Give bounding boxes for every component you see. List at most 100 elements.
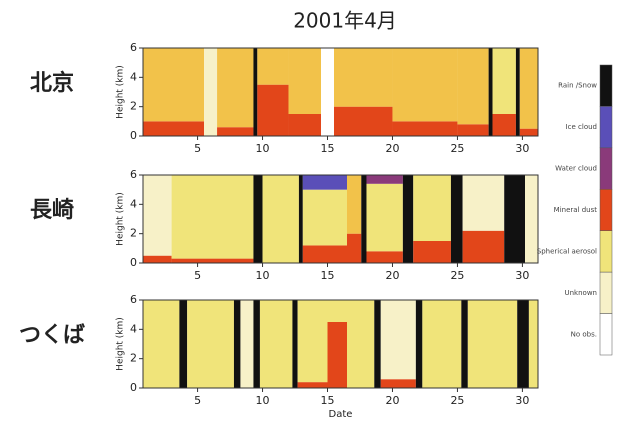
- plot-frame: [142, 47, 539, 137]
- station-label: 長崎: [30, 198, 74, 223]
- x-tick-label: 20: [385, 394, 399, 407]
- x-tick-label: 30: [515, 394, 529, 407]
- class-cell: [257, 48, 289, 85]
- y-tick-label: 6: [130, 293, 137, 306]
- legend-swatch: [599, 230, 613, 273]
- legend-swatch: [599, 189, 613, 231]
- class-cell: [143, 255, 172, 263]
- class-cell: [253, 300, 260, 388]
- class-cell: [298, 175, 303, 263]
- class-cell: [488, 48, 493, 136]
- class-cell: [517, 300, 529, 388]
- y-axis-label: Height (km): [116, 65, 126, 119]
- class-cell: [492, 48, 516, 114]
- legend-label: Ice cloud: [566, 123, 597, 131]
- plot-frame: [142, 174, 539, 264]
- y-axis-label: Height (km): [116, 317, 126, 371]
- class-cell: [297, 300, 328, 383]
- class-cell: [217, 48, 254, 128]
- x-axis-label: Date: [329, 409, 353, 420]
- y-tick-label: 0: [130, 129, 137, 142]
- legend-swatch: [599, 147, 613, 190]
- class-cell: [415, 300, 423, 388]
- class-cell: [413, 241, 451, 263]
- class-cell: [457, 124, 489, 136]
- class-cell: [253, 175, 263, 263]
- class-cell: [361, 175, 367, 263]
- y-tick-label: 4: [130, 197, 137, 210]
- class-cell: [492, 114, 516, 136]
- x-tick-label: 30: [515, 142, 529, 155]
- class-cell: [288, 48, 322, 114]
- class-cell: [233, 300, 241, 388]
- station-label: つくば: [19, 323, 85, 348]
- class-cell: [392, 48, 458, 122]
- class-cell: [334, 106, 393, 136]
- figure-title: 2001年4月: [293, 9, 397, 33]
- legend-label: Mineral dust: [554, 206, 598, 214]
- class-cell: [519, 128, 538, 136]
- class-cell: [467, 300, 518, 388]
- class-cell: [257, 84, 289, 136]
- class-cell: [392, 121, 458, 136]
- class-cell: [374, 300, 381, 388]
- station-label: 北京: [30, 70, 74, 96]
- class-cell: [450, 175, 463, 263]
- class-cell: [457, 48, 489, 125]
- y-tick-label: 6: [130, 168, 137, 181]
- x-tick-label: 15: [321, 394, 335, 407]
- plot-frame: [142, 299, 539, 389]
- class-cell: [327, 300, 347, 322]
- class-cell: [204, 48, 218, 136]
- class-cell: [422, 300, 462, 388]
- class-cell: [253, 48, 258, 136]
- x-tick-label: 25: [450, 394, 464, 407]
- x-tick-label: 15: [321, 142, 335, 155]
- class-cell: [380, 379, 416, 388]
- y-tick-label: 2: [130, 100, 137, 113]
- class-cell: [413, 175, 451, 241]
- legend-label: Unknown: [565, 289, 598, 297]
- x-tick-label: 20: [385, 269, 399, 282]
- class-cell: [292, 300, 298, 388]
- x-tick-label: 25: [450, 142, 464, 155]
- y-tick-label: 0: [130, 381, 137, 394]
- legend-swatch: [599, 106, 613, 149]
- x-tick-label: 5: [194, 142, 201, 155]
- legend-label: Rain /Snow: [558, 82, 597, 90]
- class-cell: [462, 230, 505, 263]
- class-cell: [462, 175, 505, 231]
- legend-label: Water cloud: [555, 165, 597, 173]
- class-cell: [515, 48, 520, 136]
- class-cell: [143, 300, 180, 388]
- class-cell: [297, 382, 328, 388]
- class-cell: [402, 175, 414, 263]
- class-cell: [179, 300, 188, 388]
- y-tick-label: 4: [130, 70, 137, 83]
- y-tick-label: 2: [130, 227, 137, 240]
- class-cell: [525, 175, 538, 263]
- class-cell: [366, 251, 403, 263]
- x-tick-label: 5: [194, 394, 201, 407]
- legend-swatch: [599, 64, 613, 107]
- class-cell: [528, 300, 538, 388]
- class-cell: [259, 300, 293, 388]
- class-cell: [187, 300, 234, 388]
- legend-swatch: [599, 313, 613, 356]
- class-cell: [143, 121, 205, 136]
- x-tick-label: 10: [256, 269, 270, 282]
- class-cell: [334, 48, 393, 107]
- legend-label: Spherical aerosol: [537, 247, 597, 255]
- y-tick-label: 6: [130, 41, 137, 54]
- class-cell: [327, 322, 347, 388]
- y-tick-label: 4: [130, 322, 137, 335]
- x-tick-label: 10: [256, 394, 270, 407]
- class-cell: [519, 48, 538, 129]
- class-cell: [346, 175, 362, 234]
- class-cell: [380, 300, 416, 380]
- class-cell: [346, 300, 375, 388]
- class-cell: [143, 48, 205, 122]
- class-cell: [461, 300, 468, 388]
- class-cell: [217, 127, 254, 136]
